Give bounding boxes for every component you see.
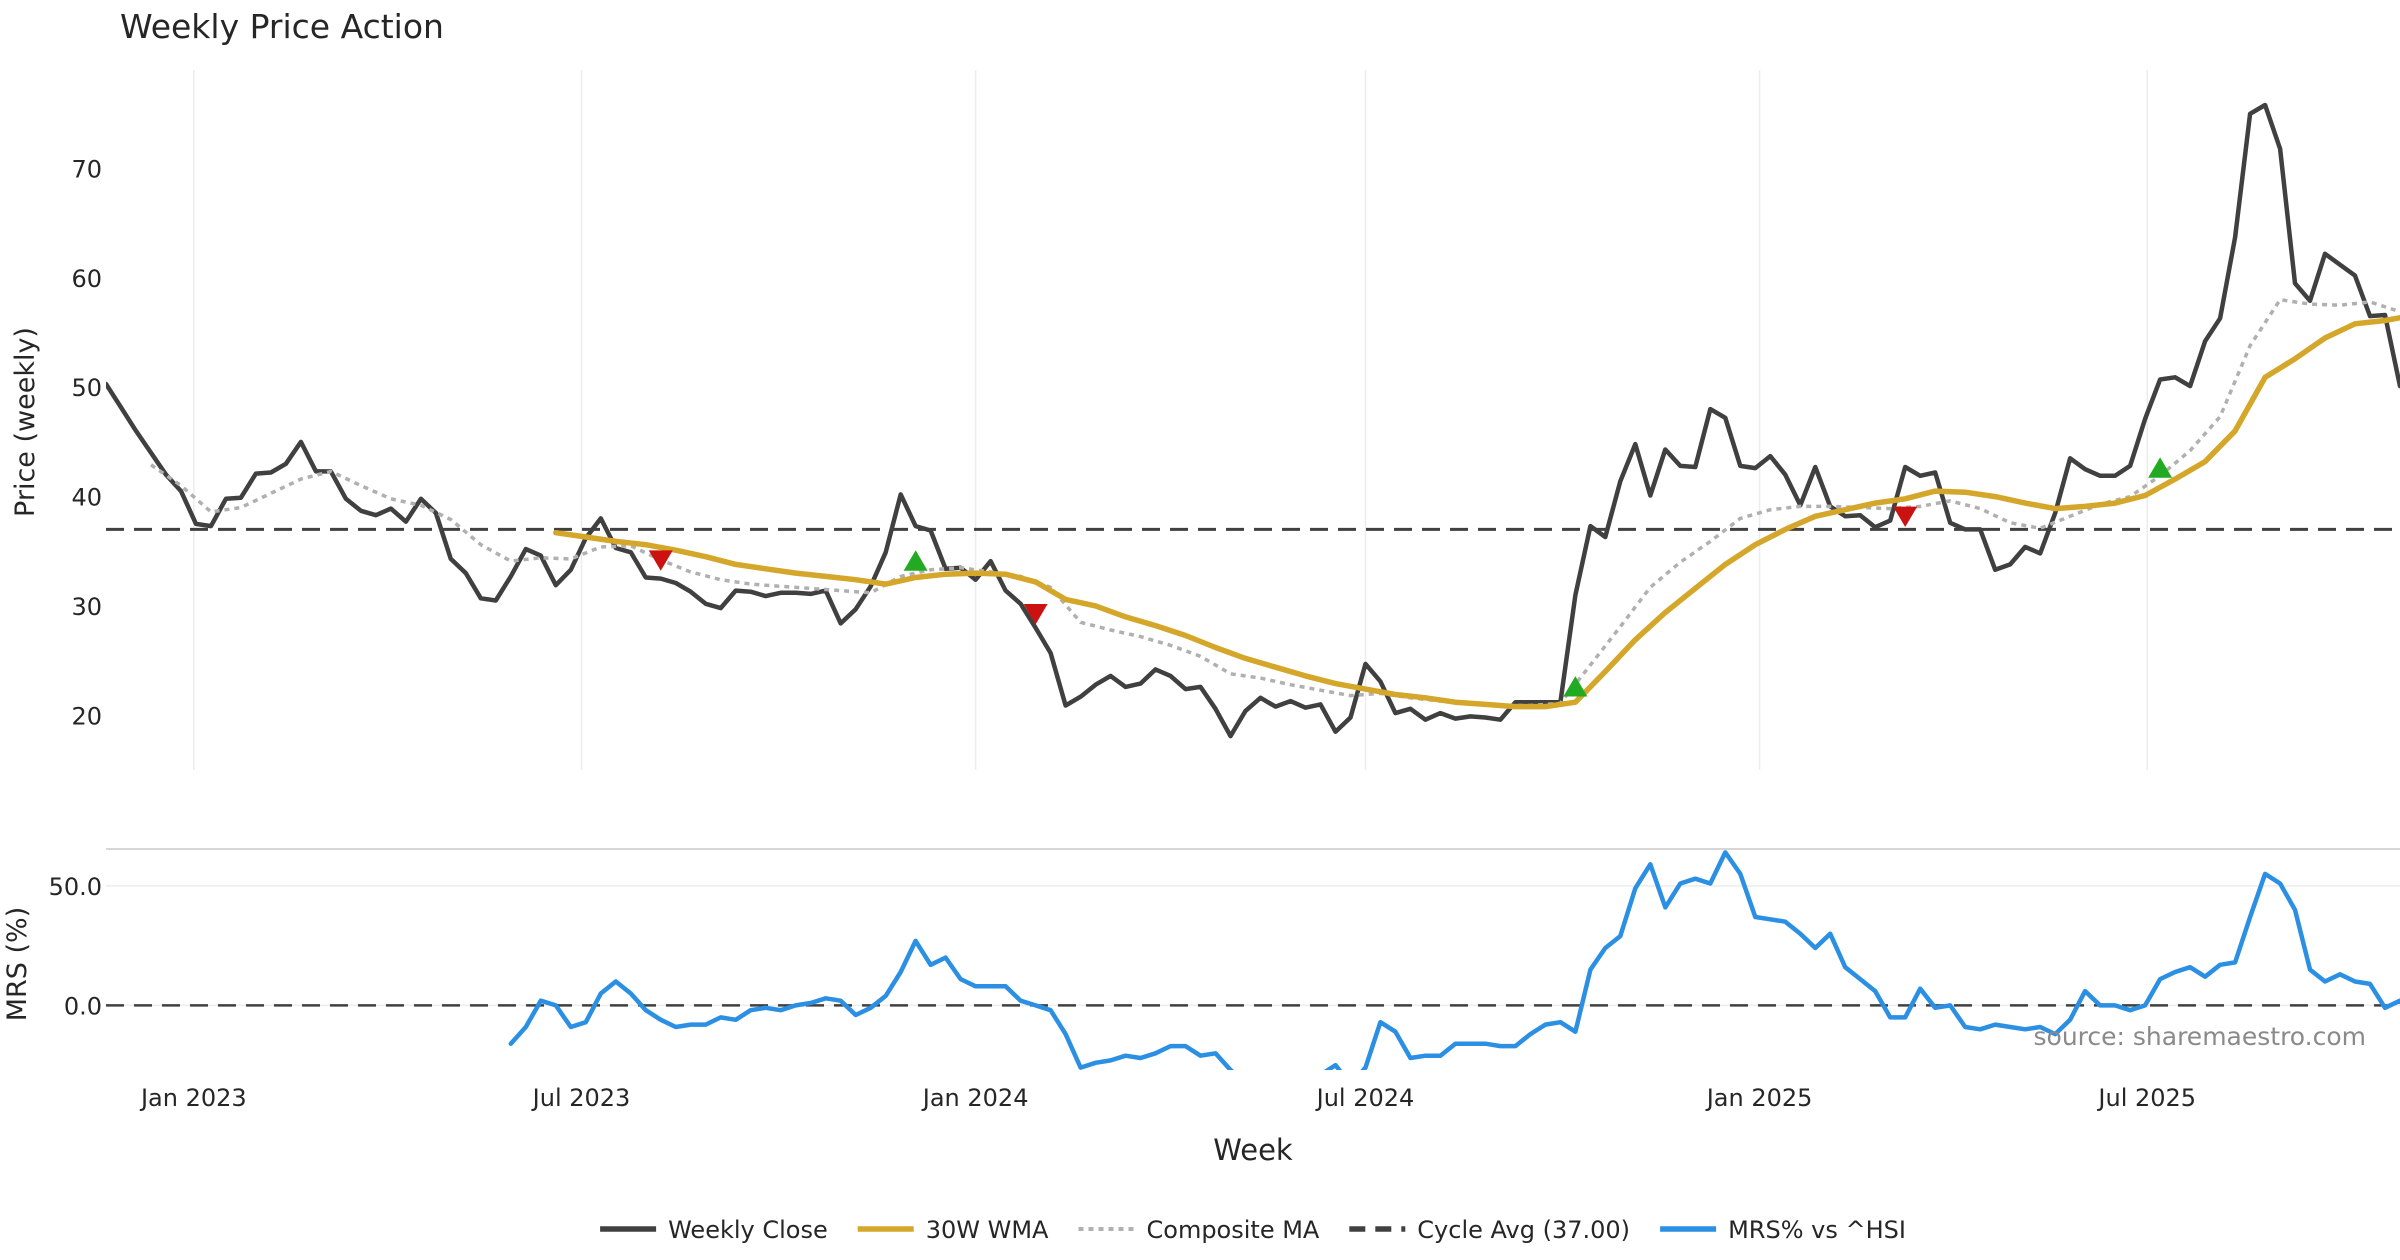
legend-item-mrs-vs-hsi: MRS% vs ^HSI <box>1660 1216 1906 1244</box>
chart-title: Weekly Price Action <box>120 7 444 46</box>
x-tick-label: Jul 2025 <box>2096 1084 2196 1112</box>
sell-signal-marker <box>648 550 673 571</box>
series-30w-wma <box>553 314 2400 710</box>
buy-signal-marker <box>2148 457 2173 478</box>
mrs-y-axis-label: MRS (%) <box>2 907 33 1022</box>
sell-signal-marker <box>1893 506 1918 528</box>
legend-label: MRS% vs ^HSI <box>1728 1216 1906 1244</box>
x-tick-label: Jul 2023 <box>531 1084 631 1112</box>
mrs-y-tick-label: 0.0 <box>64 992 102 1020</box>
x-tick-label: Jan 2023 <box>139 1084 247 1112</box>
buy-signal-marker <box>903 550 928 571</box>
price-panel <box>106 102 2400 739</box>
price-y-tick-label: 60 <box>71 265 102 293</box>
x-tick-label: Jul 2024 <box>1315 1084 1415 1112</box>
legend-label: Composite MA <box>1147 1216 1320 1244</box>
price-y-ticks: 20 30 40 50 60 70 <box>71 155 102 730</box>
legend-item-cycle-avg-37-00: Cycle Avg (37.00) <box>1349 1216 1630 1244</box>
mrs-panel <box>106 850 2400 1070</box>
legend-label: Cycle Avg (37.00) <box>1417 1216 1630 1244</box>
series-mrs-vs-hsi <box>508 850 2400 1070</box>
series-composite-ma <box>150 297 2400 708</box>
mrs-y-tick-label: 50.0 <box>49 873 102 901</box>
legend-label: Weekly Close <box>668 1216 828 1244</box>
price-y-axis-label: Price (weekly) <box>10 327 41 517</box>
series-weekly-close <box>106 102 2400 739</box>
sell-signal-marker <box>1023 603 1048 625</box>
x-tick-label: Jan 2024 <box>921 1084 1029 1112</box>
legend-item-composite-ma: Composite MA <box>1078 1216 1320 1244</box>
grid-layer <box>106 70 2400 1007</box>
price-y-tick-label: 40 <box>71 484 102 512</box>
legend-item-weekly-close: Weekly Close <box>600 1216 828 1244</box>
price-y-tick-label: 30 <box>71 593 102 621</box>
buy-signal-marker <box>1563 676 1588 697</box>
legend: Weekly Close 30W WMA Composite MA Cycle Avg… <box>600 1216 1906 1244</box>
price-y-tick-label: 50 <box>71 374 102 402</box>
source-annotation: source: sharemaestro.com <box>2034 1022 2367 1051</box>
x-axis-label: Week <box>1213 1133 1293 1167</box>
x-tick-label: Jan 2025 <box>1705 1084 1813 1112</box>
price-y-tick-label: 20 <box>71 702 102 730</box>
legend-item-30w-wma: 30W WMA <box>857 1216 1049 1244</box>
x-ticks: Jan 2023 Jul 2023 Jan 2024 Jul 2024 Jan 2025… <box>139 1084 2196 1112</box>
price-y-tick-label: 70 <box>71 155 102 183</box>
legend-label: 30W WMA <box>926 1216 1049 1244</box>
mrs-y-ticks: 0.0 50.0 <box>49 873 102 1021</box>
